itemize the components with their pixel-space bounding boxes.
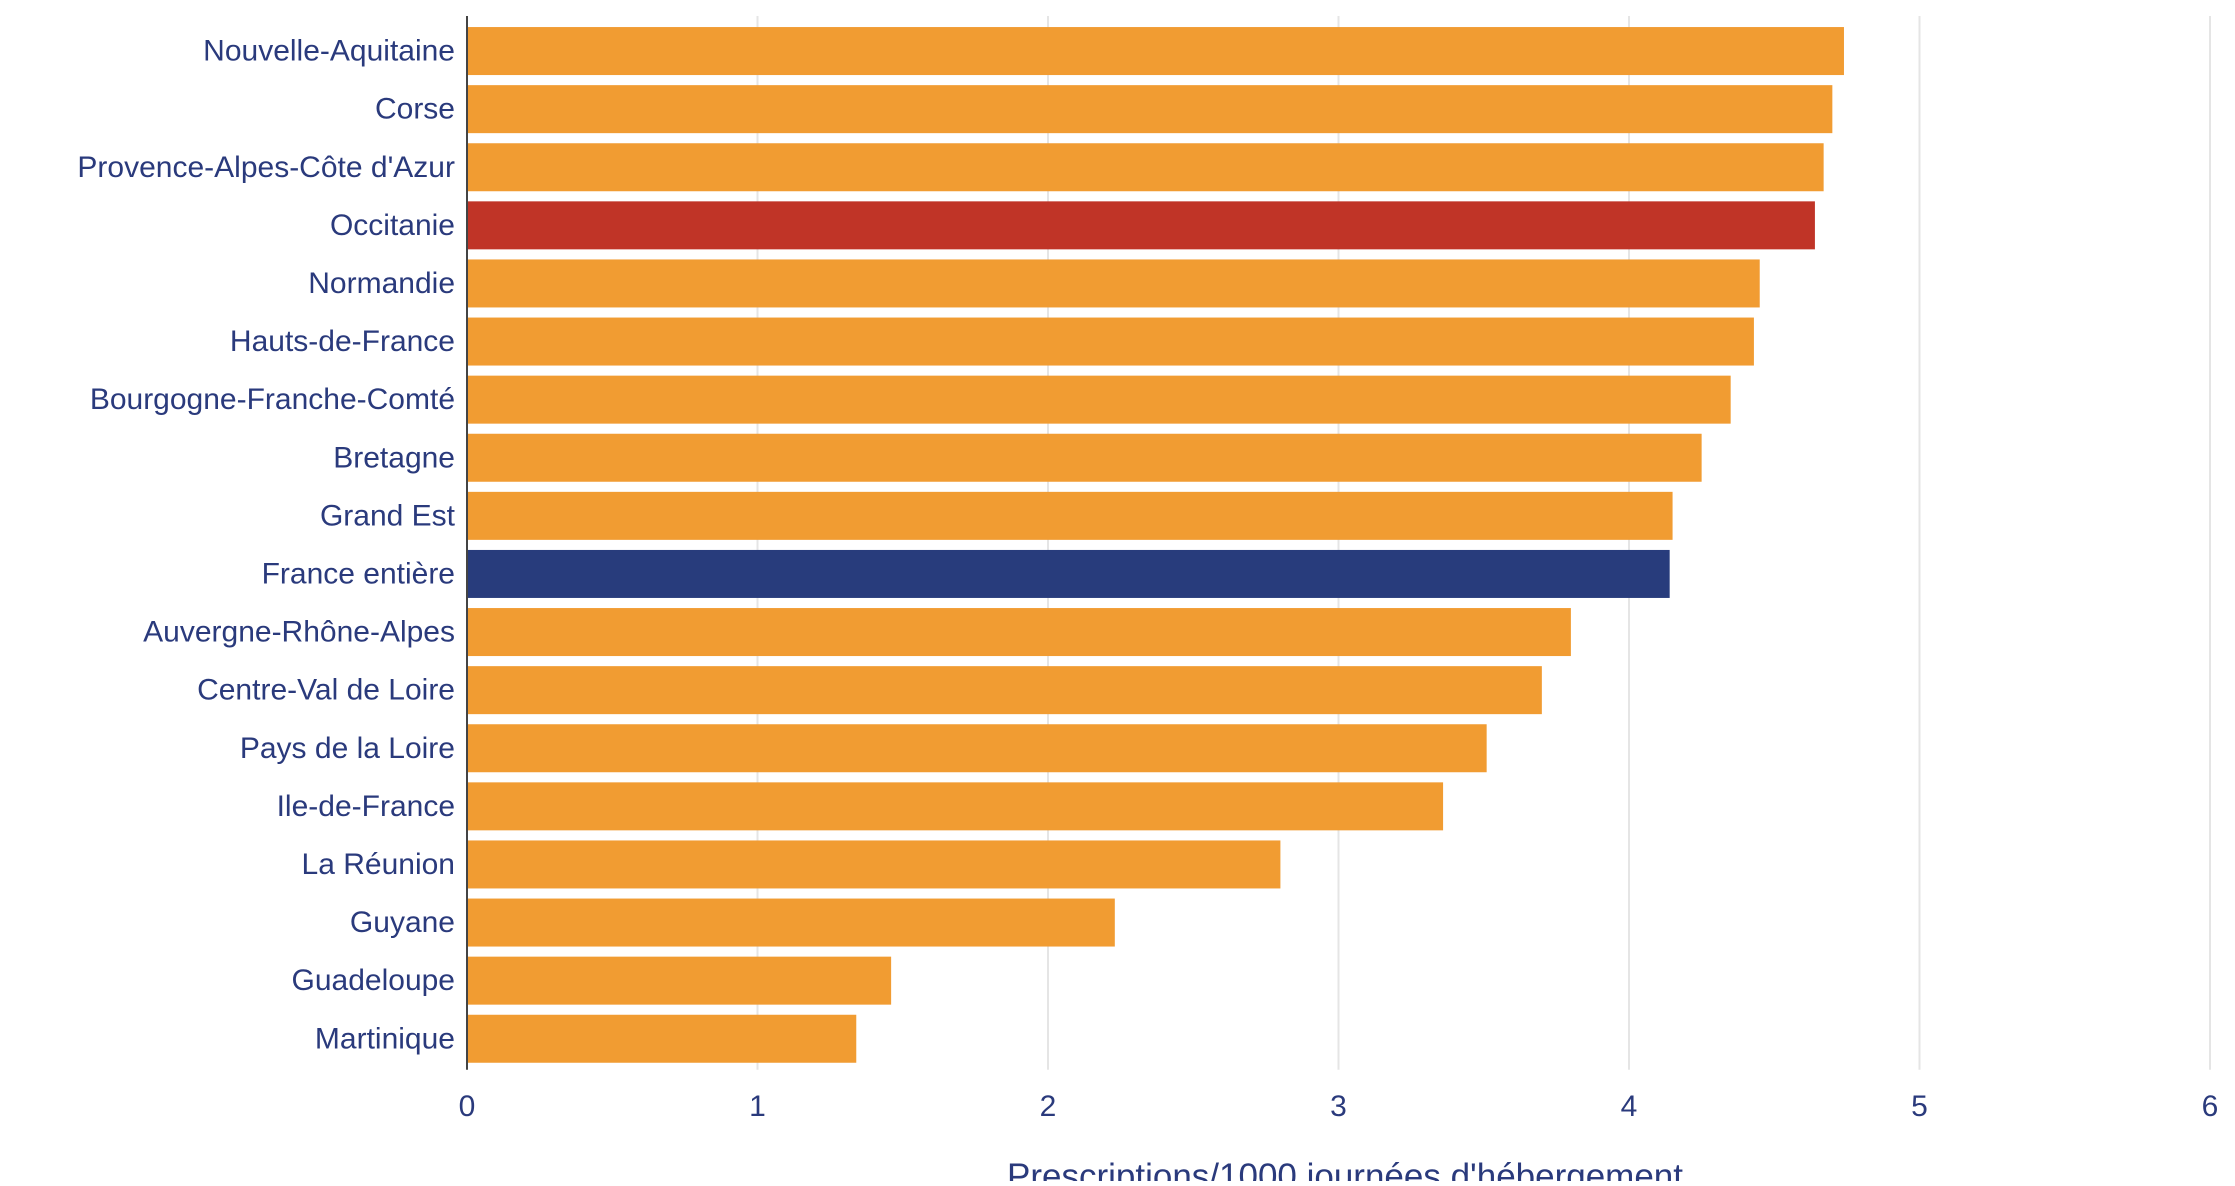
bar-nouvelle-aquitaine <box>467 27 1844 76</box>
bar-auvergne-rhone-alpes <box>467 608 1571 657</box>
category-label-bourgogne-franche-comte: Bourgogne-Franche-Comté <box>90 383 455 416</box>
category-label-ile-de-france: Ile-de-France <box>277 790 455 823</box>
bars <box>467 27 1844 1063</box>
x-tick-label-5: 5 <box>1911 1090 1928 1123</box>
x-tick-label-0: 0 <box>459 1090 476 1123</box>
category-label-grand-est: Grand Est <box>320 499 456 532</box>
bar-guadeloupe <box>467 956 892 1005</box>
x-tick-label-4: 4 <box>1621 1090 1638 1123</box>
bar-occitanie <box>467 201 1815 250</box>
bar-normandie <box>467 259 1760 308</box>
category-label-martinique: Martinique <box>315 1022 455 1055</box>
category-label-bretagne: Bretagne <box>333 441 455 474</box>
category-label-occitanie: Occitanie <box>330 209 455 242</box>
bar-pays-de-la-loire <box>467 724 1487 773</box>
category-labels: Nouvelle-Aquitaine Corse Provence-Alpes-Cô… <box>77 35 455 1056</box>
category-label-centre-val-de-loire: Centre-Val de Loire <box>197 674 455 707</box>
bar-la-reunion <box>467 840 1281 889</box>
gridlines <box>756 16 2211 1070</box>
category-label-hauts-de-france: Hauts-de-France <box>230 325 455 358</box>
bar-guyane <box>467 898 1115 947</box>
bar-centre-val-de-loire <box>467 666 1542 715</box>
bar-martinique <box>467 1014 857 1063</box>
category-label-guadeloupe: Guadeloupe <box>292 964 455 997</box>
category-label-la-reunion: La Réunion <box>302 848 455 881</box>
x-tick-label-6: 6 <box>2202 1090 2219 1123</box>
bar-bretagne <box>467 433 1702 482</box>
category-label-provence-alpes-cote-d-azur: Provence-Alpes-Côte d'Azur <box>77 151 455 184</box>
category-label-normandie: Normandie <box>308 267 455 300</box>
category-label-nouvelle-aquitaine: Nouvelle-Aquitaine <box>203 35 455 68</box>
category-label-guyane: Guyane <box>350 906 455 939</box>
bar-ile-de-france <box>467 782 1444 831</box>
bar-hauts-de-france <box>467 317 1754 366</box>
bar-france-entiere <box>467 549 1670 598</box>
category-label-auvergne-rhone-alpes: Auvergne-Rhône-Alpes <box>143 616 455 649</box>
bar-provence-alpes-cote-d-azur <box>467 143 1824 192</box>
x-tick-labels: 0 1 2 3 4 5 6 <box>459 1090 2219 1123</box>
category-label-france-entiere: France entière <box>262 557 455 590</box>
x-tick-label-2: 2 <box>1040 1090 1057 1123</box>
x-tick-label-1: 1 <box>749 1090 766 1123</box>
bar-bourgogne-franche-comte <box>467 375 1731 424</box>
x-axis-title: Prescriptions/1000 journées d'hébergemen… <box>1007 1157 1683 1181</box>
category-label-pays-de-la-loire: Pays de la Loire <box>240 732 455 765</box>
bar-grand-est <box>467 491 1673 540</box>
x-tick-label-3: 3 <box>1330 1090 1347 1123</box>
bar-corse <box>467 85 1833 134</box>
category-label-corse: Corse <box>375 93 455 126</box>
